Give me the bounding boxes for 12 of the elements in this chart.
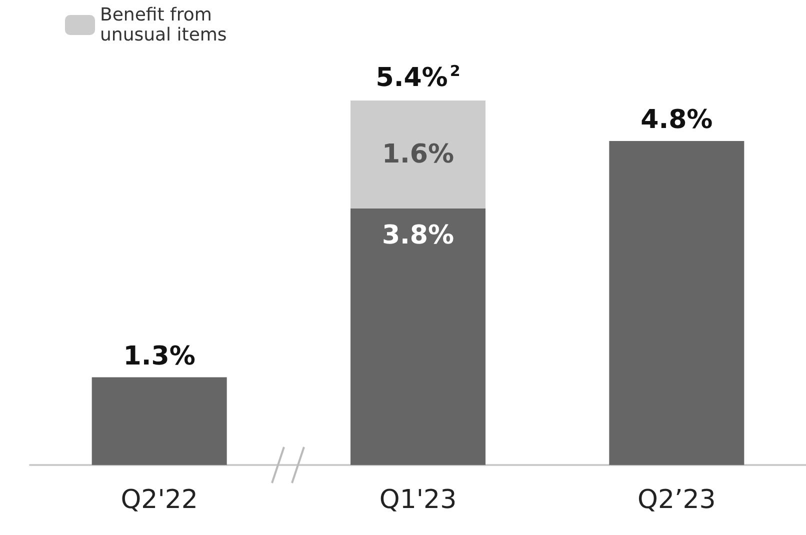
bar — [350, 208, 486, 465]
legend-label: Benefit from unusual items — [100, 4, 227, 46]
x-tick-label: Q1'23 — [379, 485, 457, 515]
data-label: 1.6% — [382, 140, 454, 170]
bar — [92, 377, 227, 465]
data-label: 3.8% — [382, 220, 454, 250]
bar — [350, 100, 486, 208]
bar — [609, 141, 744, 465]
x-tick-label: Q2’23 — [637, 485, 716, 515]
data-label: 1.3% — [123, 341, 196, 372]
data-label: 4.8% — [640, 105, 713, 135]
x-tick-label: Q2'22 — [120, 485, 198, 515]
